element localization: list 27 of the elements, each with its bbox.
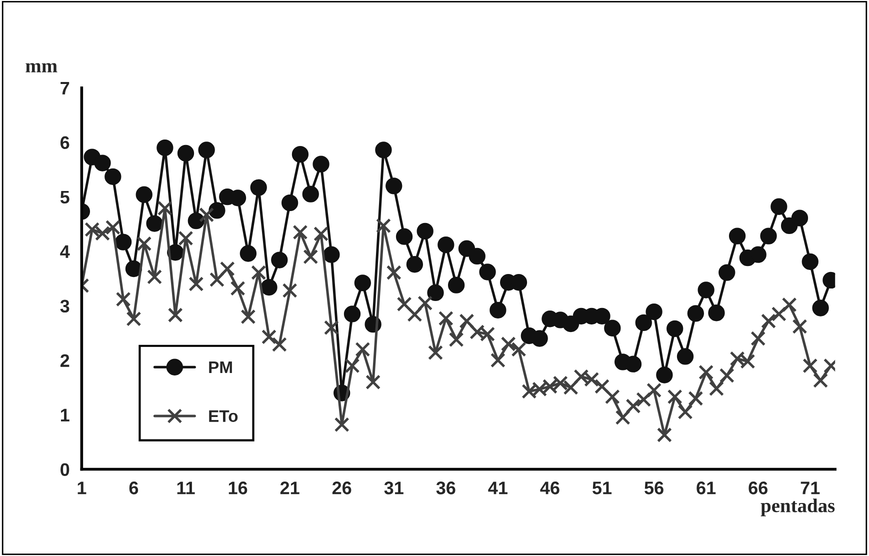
legend-label: PM [209, 361, 232, 373]
x-tick-label: 66 [748, 482, 768, 494]
x-tick-label: 6 [129, 482, 138, 494]
x-tick-label: 56 [644, 482, 664, 494]
legend-label: ETo [209, 410, 238, 422]
x-tick-label: 31 [384, 482, 404, 494]
y-tick-label: 5 [60, 190, 70, 204]
y-tick-label: 0 [60, 463, 70, 476]
x-tick-label: 51 [592, 482, 612, 494]
y-tick-label: 6 [60, 136, 70, 150]
y-tick-label: 4 [60, 245, 70, 258]
x-tick-label: 41 [488, 482, 508, 494]
y-axis-title: mm [26, 63, 58, 72]
x-tick-label: 16 [228, 482, 248, 494]
x-tick-label: 46 [540, 482, 560, 494]
y-tick-label: 2 [60, 354, 70, 367]
x-tick-label: 21 [280, 482, 300, 494]
y-tick-label: 7 [60, 82, 70, 94]
x-tick-label: 71 [800, 482, 820, 494]
y-tick-label: 3 [60, 300, 70, 313]
x-tick-label: 61 [696, 482, 716, 494]
x-tick-label: 36 [436, 482, 456, 494]
x-axis-title: pentadas [760, 498, 835, 516]
x-tick-label: 1 [78, 482, 86, 494]
x-tick-label: 26 [332, 482, 352, 494]
x-tick-label: 11 [177, 482, 195, 494]
y-tick-label: 1 [60, 408, 70, 422]
